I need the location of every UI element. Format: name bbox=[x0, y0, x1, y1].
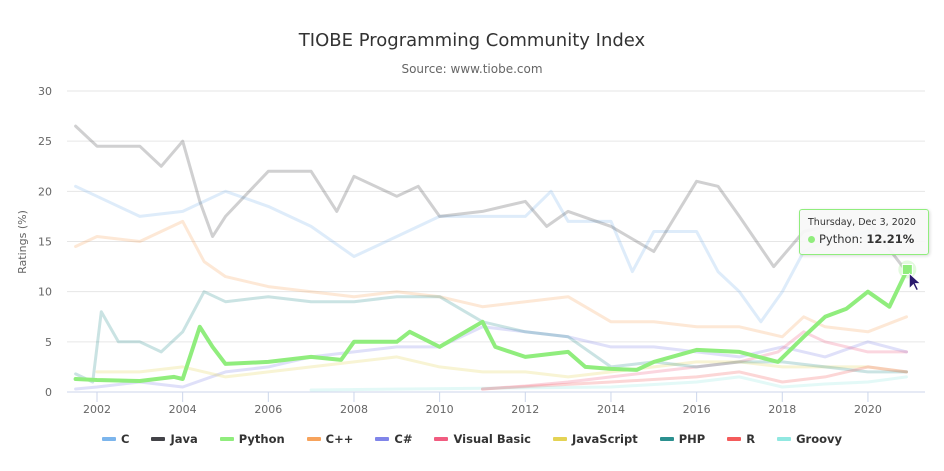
y-tick-label: 30 bbox=[38, 85, 52, 98]
x-tick-label: 2020 bbox=[854, 403, 882, 416]
x-tick-label: 2012 bbox=[511, 403, 539, 416]
tooltip-date: Thursday, Dec 3, 2020 bbox=[808, 217, 916, 228]
chart-subtitle: Source: www.tiobe.com bbox=[401, 62, 543, 76]
legend-item-c-[interactable]: C# bbox=[375, 432, 412, 446]
legend-item-php[interactable]: PHP bbox=[659, 432, 706, 446]
x-tick-label: 2016 bbox=[683, 403, 711, 416]
legend-symbol bbox=[552, 437, 567, 441]
x-tick-label: 2018 bbox=[768, 403, 796, 416]
legend-item-c-[interactable]: C++ bbox=[306, 432, 354, 446]
y-tick-label: 15 bbox=[38, 236, 52, 249]
legend-label: R bbox=[746, 432, 756, 446]
series-line-java[interactable] bbox=[74, 124, 908, 274]
legend-symbol bbox=[102, 437, 116, 441]
legend-symbol bbox=[659, 437, 674, 441]
legend-item-r[interactable]: R bbox=[727, 432, 755, 446]
legend-symbol bbox=[727, 437, 742, 441]
legend-label: Visual Basic bbox=[453, 432, 531, 446]
x-tick-label: 2002 bbox=[83, 403, 111, 416]
legend-label: C++ bbox=[325, 432, 354, 446]
tooltip-series-label: Python: bbox=[819, 232, 867, 246]
legend-item-java[interactable]: Java bbox=[151, 432, 198, 446]
series-line-javascript[interactable] bbox=[95, 355, 908, 379]
series-line-python[interactable] bbox=[73, 267, 910, 383]
legend-label: Python bbox=[238, 432, 285, 446]
series-line-php[interactable] bbox=[74, 290, 908, 384]
x-tick-label: 2006 bbox=[254, 403, 282, 416]
legend-symbol bbox=[777, 437, 792, 441]
series-line-r[interactable] bbox=[481, 365, 908, 391]
legend-label: JavaScript bbox=[571, 432, 638, 446]
legend-symbol bbox=[151, 437, 166, 441]
legend-item-javascript[interactable]: JavaScript bbox=[552, 432, 638, 446]
legend-label: Groovy bbox=[796, 432, 842, 446]
x-tick-label: 2008 bbox=[340, 403, 368, 416]
legend-label: C# bbox=[394, 432, 413, 446]
tooltip-series-dot bbox=[808, 236, 815, 243]
legend-item-groovy[interactable]: Groovy bbox=[777, 432, 842, 446]
y-tick-label: 25 bbox=[38, 135, 52, 148]
legend-label: Java bbox=[170, 432, 198, 446]
x-tick-label: 2010 bbox=[426, 403, 454, 416]
legend-label: C bbox=[121, 432, 130, 446]
series-line-visual-basic[interactable] bbox=[481, 330, 908, 391]
mouse-cursor-icon bbox=[908, 272, 922, 292]
series-line-groovy[interactable] bbox=[309, 375, 908, 392]
tooltip-value: 12.21% bbox=[866, 232, 915, 246]
series-line-c[interactable] bbox=[74, 184, 908, 324]
legend-symbol bbox=[306, 437, 321, 441]
x-tick-label: 2014 bbox=[597, 403, 625, 416]
x-tick-label: 2004 bbox=[169, 403, 197, 416]
legend-symbol bbox=[219, 437, 234, 441]
series-line-c-[interactable] bbox=[74, 325, 908, 391]
legend-item-visual-basic[interactable]: Visual Basic bbox=[434, 432, 531, 446]
legend-symbol bbox=[375, 437, 390, 441]
legend-item-python[interactable]: Python bbox=[219, 432, 285, 446]
chart-title: TIOBE Programming Community Index bbox=[298, 30, 646, 51]
tooltip: Thursday, Dec 3, 2020 Python: 12.21% bbox=[799, 209, 929, 255]
y-tick-label: 10 bbox=[38, 286, 52, 299]
legend-symbol bbox=[434, 437, 449, 441]
y-tick-label: 0 bbox=[45, 386, 52, 399]
legend-label: PHP bbox=[678, 432, 706, 446]
series-line-c-[interactable] bbox=[74, 219, 908, 339]
y-tick-label: 5 bbox=[45, 336, 52, 349]
hover-point-marker[interactable] bbox=[901, 263, 913, 275]
y-tick-label: 20 bbox=[38, 185, 52, 198]
legend-item-c[interactable]: C bbox=[102, 432, 129, 446]
y-axis-title: Ratings (%) bbox=[16, 210, 29, 274]
legend: C Java Python C++ C# Visual Basic JavaScript PH… bbox=[0, 432, 944, 446]
